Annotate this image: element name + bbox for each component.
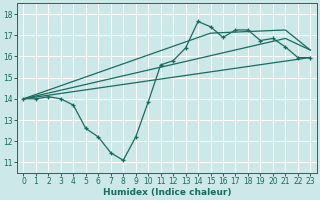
X-axis label: Humidex (Indice chaleur): Humidex (Indice chaleur) [103,188,231,197]
